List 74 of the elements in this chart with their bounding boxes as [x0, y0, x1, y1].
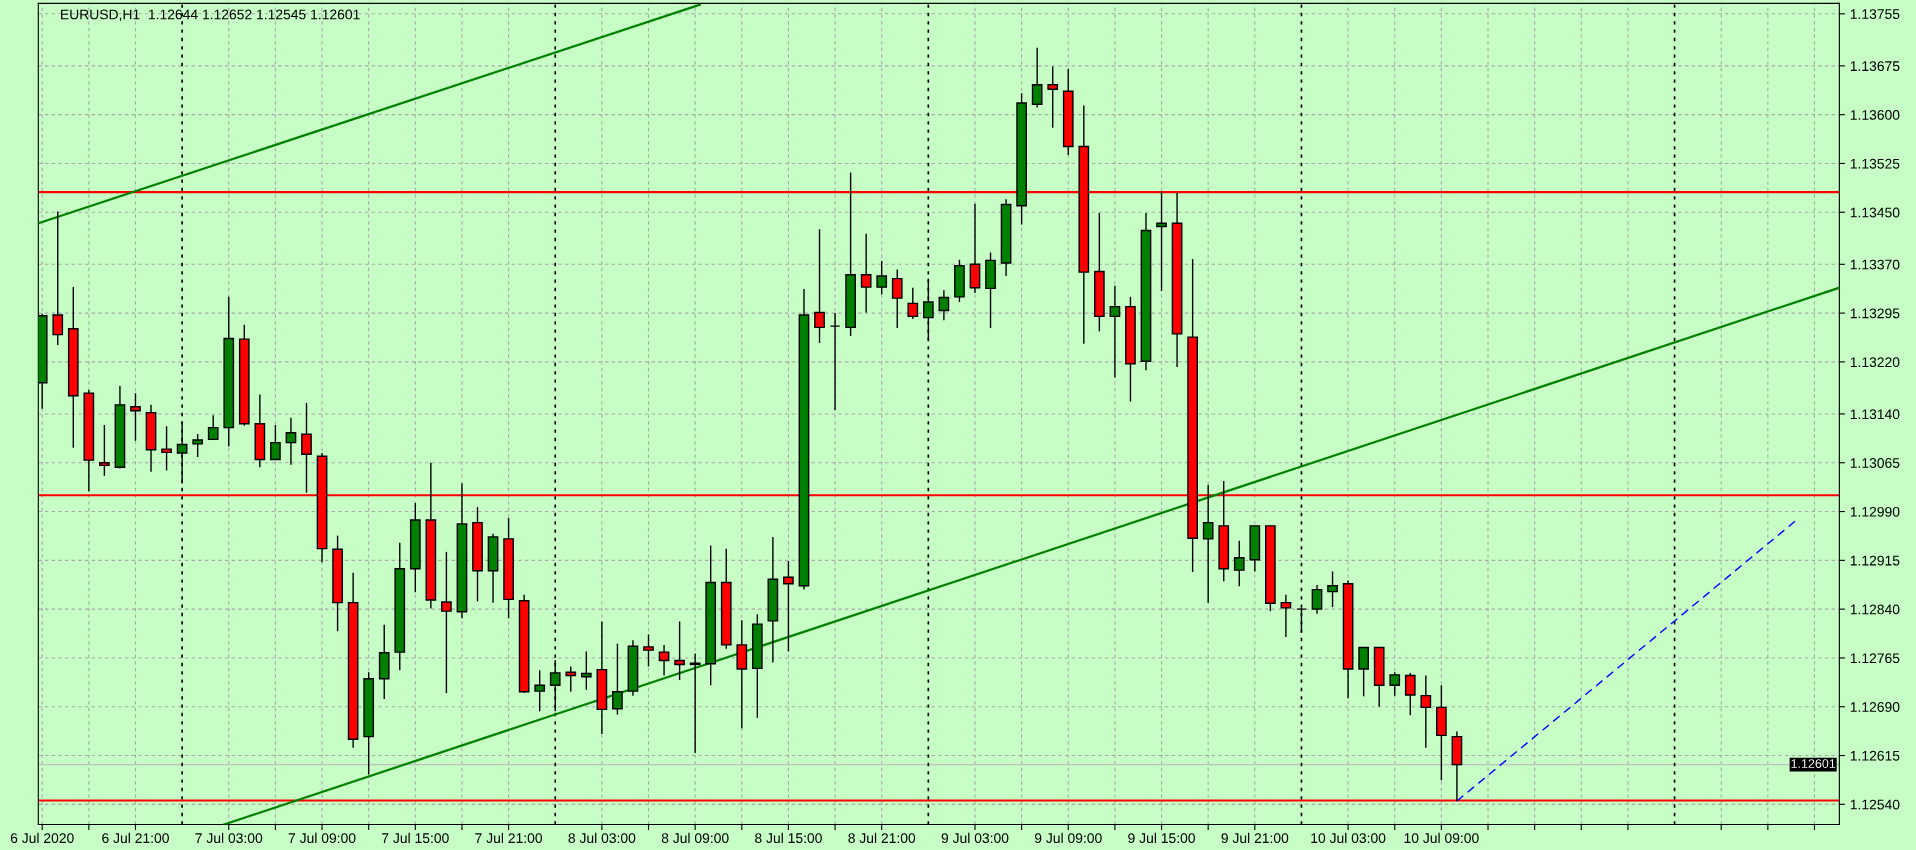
y-tick-label: 1.13600 [1850, 109, 1900, 120]
candlestick [1327, 570, 1338, 608]
candlestick [441, 551, 452, 694]
y-tick-label: 1.13450 [1850, 207, 1900, 218]
x-tick-label: 7 Jul 15:00 [382, 832, 449, 844]
x-tick-label: 10 Jul 03:00 [1311, 832, 1386, 844]
candlestick [658, 644, 670, 677]
candlestick [192, 433, 204, 458]
y-tick-label: 1.13065 [1850, 458, 1900, 468]
candlestick [674, 620, 685, 681]
candlestick [938, 289, 950, 321]
y-tick-label: 1.12615 [1850, 750, 1900, 761]
candlestick [969, 203, 981, 294]
x-tick-label: 10 Jul 09:00 [1404, 832, 1479, 844]
candlestick [1233, 540, 1245, 588]
y-tick-label: 1.13220 [1850, 357, 1900, 368]
y-tick-label: 1.12765 [1850, 653, 1900, 664]
candlestick [876, 260, 888, 295]
x-tick-label: 6 Jul 21:00 [102, 832, 169, 844]
y-tick-label: 1.13675 [1850, 61, 1900, 72]
y-tick-label: 1.12990 [1850, 506, 1900, 517]
x-tick-label: 9 Jul 21:00 [1221, 832, 1289, 844]
candlestick [1156, 190, 1167, 292]
x-tick-label: 7 Jul 03:00 [195, 832, 263, 844]
candlestick [52, 210, 64, 346]
candlestick [130, 392, 141, 442]
candlestick [829, 312, 841, 411]
candlestick [891, 268, 903, 329]
x-tick-label: 8 Jul 03:00 [568, 832, 636, 844]
candlestick [612, 642, 623, 716]
x-tick-label: 7 Jul 21:00 [475, 832, 543, 844]
candlestick [565, 665, 577, 693]
candlestick [1109, 285, 1121, 379]
y-tick-label: 1.13525 [1850, 158, 1900, 169]
x-tick-label: 9 Jul 03:00 [941, 832, 1009, 844]
candlestick [1389, 671, 1401, 697]
y-tick-label: 1.13370 [1850, 259, 1900, 270]
ref-line-label: 1.12601 [1791, 759, 1836, 768]
candlestick [1047, 65, 1059, 129]
candlestick [99, 424, 110, 477]
y-tick-label: 1.13755 [1850, 9, 1900, 19]
candlestick [1311, 584, 1323, 615]
candlestick [207, 414, 219, 441]
x-tick-label: 8 Jul 21:00 [848, 832, 916, 844]
x-tick-label: 9 Jul 15:00 [1128, 832, 1195, 844]
x-tick-label: 8 Jul 09:00 [661, 832, 729, 844]
candlestick [270, 424, 281, 461]
candlestick [860, 233, 872, 314]
x-tick-label: 6 Jul 2020 [10, 832, 74, 844]
y-tick-label: 1.12540 [1850, 799, 1900, 810]
candlestick [1358, 646, 1370, 698]
candlestick [814, 228, 825, 344]
candlestick [161, 425, 172, 472]
candlestick [907, 287, 919, 320]
candlestick [643, 633, 654, 668]
candlestick [783, 560, 794, 653]
chart-title: EURUSD,H1 1.12644 1.12652 1.12545 1.12601 [61, 9, 360, 21]
candlestick [1280, 594, 1292, 638]
x-tick-label: 7 Jul 09:00 [288, 832, 356, 844]
y-tick-label: 1.12840 [1850, 604, 1900, 615]
y-tick-label: 1.12690 [1850, 702, 1900, 712]
y-tick-label: 1.12915 [1850, 555, 1900, 566]
candlestick [580, 650, 592, 691]
candlestick [534, 669, 546, 712]
x-tick-label: 8 Jul 15:00 [755, 832, 822, 844]
y-tick-label: 1.13140 [1850, 409, 1900, 420]
candlestick [285, 417, 297, 466]
x-tick-label: 9 Jul 09:00 [1034, 832, 1102, 844]
candlestick [689, 652, 701, 754]
candlestick [1420, 674, 1432, 749]
y-tick-label: 1.13295 [1850, 308, 1900, 319]
candlestick [1202, 484, 1214, 604]
candlestick [1031, 46, 1043, 109]
candlestick [1404, 672, 1416, 716]
